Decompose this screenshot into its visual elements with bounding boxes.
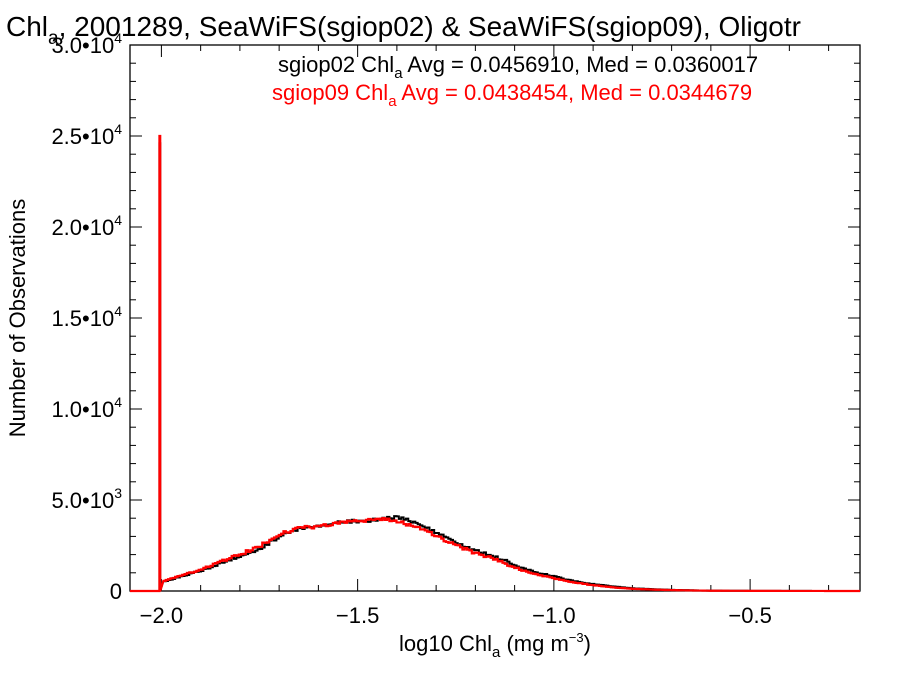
annotation-sgiop02-part-1: sgiop02 Chl [278, 52, 394, 77]
x-axis-label: log10 Chla (mg m−3) [399, 630, 591, 661]
annotation-sgiop02-subscript: a [394, 65, 403, 82]
annotation-sgiop02: sgiop02 Chla Avg = 0.0456910, Med = 0.03… [278, 52, 758, 82]
axis-tick-labels: −2.0 −1.5 −1.0 −0.5 0 5.0•103 1.0•104 1.5•104 2.… [51, 30, 771, 628]
x-axis-label-part-3: ) [584, 631, 591, 656]
x-axis-label-part-2: (mg m [500, 631, 568, 656]
x-axis-label-subscript: a [492, 644, 501, 661]
y-axis-label: Number of Observations [5, 199, 30, 437]
series-line-sgiop02 [130, 142, 860, 592]
y-tick-label: 1.0•104 [51, 394, 122, 422]
annotation-sgiop09-subscript: a [388, 93, 397, 110]
annotation-sgiop09-part-2: Avg = 0.0438454, Med = 0.0344679 [397, 80, 753, 105]
y-tick-label: 0 [110, 579, 122, 604]
axis-ticks [130, 44, 860, 592]
chart-title: Chla, 2001289, SeaWiFS(sgiop02) & SeaWiF… [6, 11, 801, 49]
annotation-sgiop09: sgiop09 Chla Avg = 0.0438454, Med = 0.03… [272, 80, 752, 110]
annotation-sgiop02-part-2: Avg = 0.0456910, Med = 0.0360017 [403, 52, 759, 77]
x-axis-label-superscript: −3 [569, 630, 584, 645]
y-tick-label: 2.5•104 [51, 121, 122, 149]
chart-title-part-1: Chl [6, 11, 48, 42]
series-group [130, 134, 860, 593]
x-tick-label: −1.0 [532, 603, 575, 628]
y-tick-label: 2.0•104 [51, 212, 122, 240]
series-line-sgiop09 [130, 134, 860, 593]
y-tick-label: 1.5•104 [51, 303, 122, 331]
annotation-sgiop09-part-1: sgiop09 Chl [272, 80, 388, 105]
y-tick-label: 5.0•103 [51, 485, 122, 513]
x-tick-label: −0.5 [728, 603, 771, 628]
x-tick-label: −1.5 [336, 603, 379, 628]
chart-title-part-2: , 2001289, SeaWiFS(sgiop02) & SeaWiFS(sg… [59, 11, 801, 42]
chart-title-subscript: a [48, 28, 59, 49]
y-tick-label: 3.0•104 [51, 30, 122, 58]
x-axis-label-part-1: log10 Chl [399, 631, 492, 656]
plot-frame [129, 44, 861, 592]
x-tick-label: −2.0 [140, 603, 183, 628]
